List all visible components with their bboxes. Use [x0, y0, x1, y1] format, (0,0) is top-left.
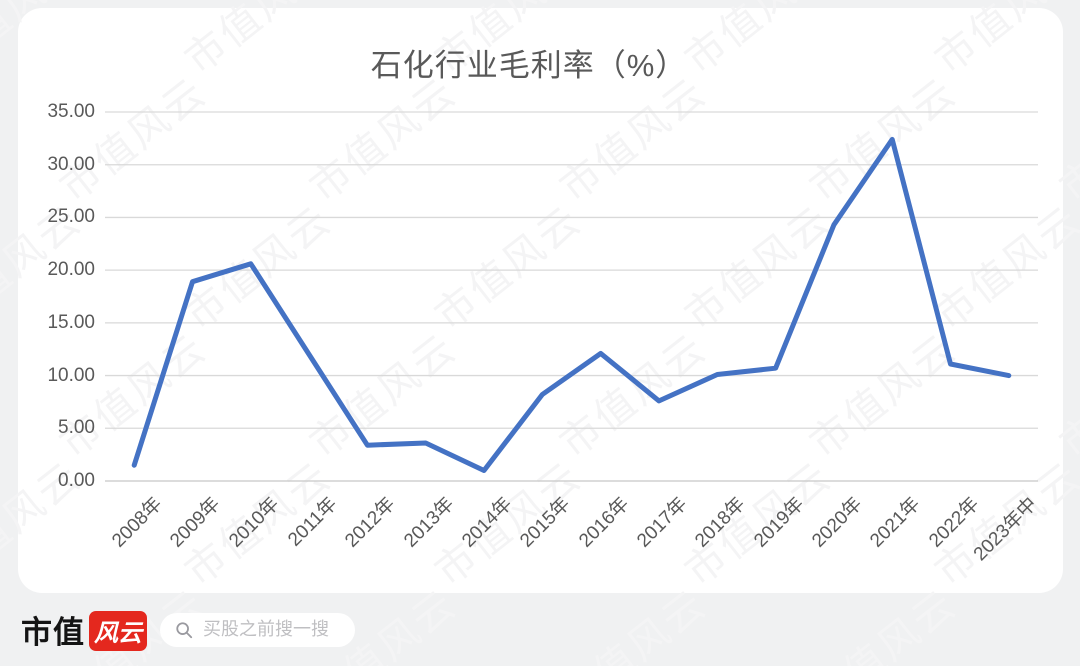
series-line [131, 136, 1012, 473]
search-bar[interactable] [160, 612, 355, 647]
y-axis-label: 10.00 [47, 364, 95, 386]
brand-logo-text: 市值 [21, 615, 85, 650]
search-icon [176, 621, 193, 638]
y-axis-label: 5.00 [58, 417, 95, 439]
line-chart [105, 111, 1038, 482]
y-axis-label: 0.00 [58, 470, 95, 491]
footer-bar: 市值 风云 [0, 593, 1080, 666]
chart-title: 石化行业毛利率（%） [370, 48, 688, 83]
brand-logo[interactable]: 市值 风云 [21, 607, 147, 652]
y-axis-label: 15.00 [47, 311, 95, 333]
y-axis-label: 25.00 [47, 206, 95, 228]
chart-card [18, 8, 1063, 593]
brand-logo-red-text: 风云 [94, 620, 142, 647]
search-input[interactable] [201, 618, 355, 641]
brand-logo-red-badge: 风云 [89, 610, 147, 651]
y-axis-label: 20.00 [47, 259, 95, 281]
y-axis-label: 35.00 [47, 101, 95, 122]
y-axis-label: 30.00 [47, 153, 95, 175]
